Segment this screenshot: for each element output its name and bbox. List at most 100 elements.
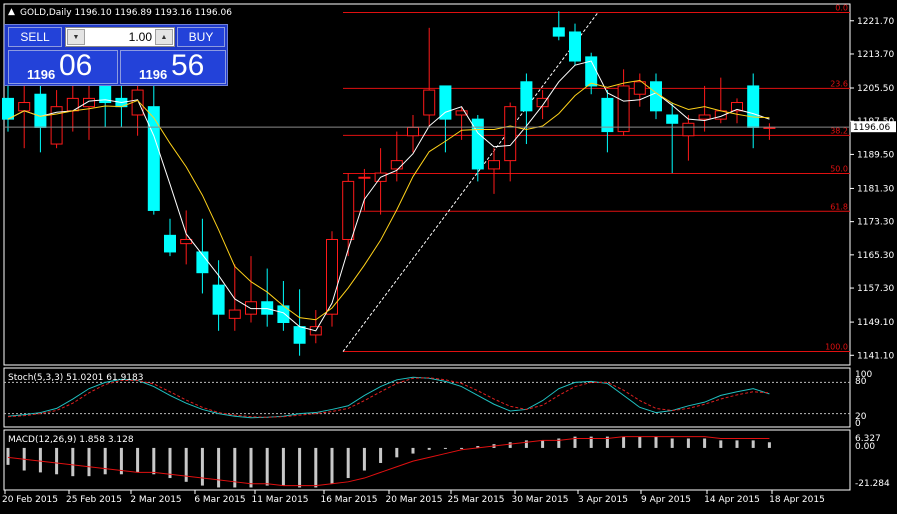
macd-bar (38, 447, 42, 473)
sell-button[interactable]: SELL (8, 27, 62, 47)
macd-bar (751, 440, 755, 448)
candle-body (180, 238, 193, 245)
candle-body (504, 106, 517, 162)
candle-body (633, 81, 646, 95)
candle-body (731, 102, 743, 112)
macd-bar (87, 447, 91, 477)
price-label: 1189.50 (857, 150, 894, 160)
stoch-scale-80: 80 (855, 377, 867, 387)
candle-body (601, 97, 614, 133)
buy-price-pips: 56 (171, 49, 205, 82)
candle-body (342, 180, 355, 240)
macd-bar (281, 447, 285, 486)
macd-bar (152, 447, 156, 475)
date-label: 11 Mar 2015 (251, 495, 308, 505)
sell-price-pips: 06 (59, 49, 93, 82)
candle-body (439, 85, 452, 120)
fib-level-label: 0.0 (835, 3, 848, 12)
macd-bar (524, 440, 528, 448)
macd-bar (427, 447, 431, 450)
date-label: 25 Mar 2015 (447, 495, 504, 505)
macd-bar (622, 436, 626, 448)
ma-fast-line (7, 60, 770, 332)
lot-size-input[interactable] (88, 29, 152, 45)
candle-body (569, 31, 581, 62)
buy-button[interactable]: BUY (177, 27, 225, 47)
ma-slow-line (7, 79, 770, 321)
candle-body (50, 106, 63, 145)
macd-signal-line (7, 436, 770, 487)
date-label: 9 Apr 2015 (641, 495, 691, 505)
candle-body (423, 89, 436, 116)
macd-scale-min: -21.284 (855, 479, 890, 489)
fibonacci-retracement[interactable]: 0.0 23.6 38.2 50.0 61.8 100.0 (343, 3, 850, 353)
price-label: 1173.30 (857, 218, 894, 228)
macd-bar (654, 436, 658, 448)
candle-body (552, 27, 565, 37)
macd-bar (686, 438, 690, 448)
candle-body (666, 114, 679, 124)
fib-level-label: 100.0 (825, 343, 848, 352)
date-label: 6 Mar 2015 (194, 495, 245, 505)
stochastic-lines (4, 376, 850, 419)
macd-bar (330, 447, 334, 484)
macd-bar (71, 447, 75, 477)
candle-body (147, 106, 160, 211)
macd-bar (719, 440, 723, 448)
fib-diagonal-line (342, 12, 599, 352)
one-click-trading-panel: SELL ▼ ▲ BUY 1196 06 1196 56 (4, 24, 228, 86)
candle-body (245, 301, 257, 315)
lot-size-control: ▼ ▲ (65, 27, 175, 47)
macd-bar (314, 447, 318, 488)
date-label: 20 Feb 2015 (2, 495, 58, 505)
macd-bar (265, 447, 269, 486)
date-label: 20 Mar 2015 (385, 495, 442, 505)
macd-bar (395, 447, 399, 458)
buy-price-box[interactable]: 1196 56 (120, 49, 226, 84)
current-price-label: 1196.06 (853, 123, 890, 133)
macd-frame (3, 429, 851, 491)
macd-bar (346, 447, 350, 479)
chevron-up-icon[interactable]: ▲ (155, 29, 173, 45)
fib-level-label: 23.6 (830, 79, 848, 88)
date-label: 18 Apr 2015 (769, 495, 825, 505)
current-price-tag (851, 121, 896, 133)
macd-bar (557, 438, 561, 448)
macd-bar (703, 438, 707, 448)
symbol-info: GOLD,Daily 1196.10 1196.89 1193.16 1196.… (20, 8, 232, 18)
chart-triangle-icon: ▲ (8, 7, 15, 17)
candle-body (407, 126, 419, 137)
macd-bar (298, 447, 302, 488)
macd-bar (136, 447, 140, 473)
stoch-scale-0: 0 (855, 419, 861, 429)
price-label: 1149.10 (857, 318, 894, 328)
chevron-down-icon[interactable]: ▼ (67, 29, 85, 45)
price-label: 1205.50 (857, 84, 894, 94)
candle-body (131, 89, 144, 116)
stoch-scale-100: 100 (855, 370, 872, 380)
stoch-label: Stoch(5,3,3) 51.0201 61.9183 (8, 373, 143, 383)
candle-body (326, 238, 338, 315)
macd-label: MACD(12,26,9) 1.858 3.128 (8, 435, 134, 445)
stoch-d-line (7, 377, 770, 418)
candle-body (212, 284, 225, 315)
price-label: 1141.10 (857, 351, 894, 361)
price-label: 1165.30 (857, 251, 894, 261)
date-label: 30 Mar 2015 (511, 495, 568, 505)
macd-scale-max: 6.327 (855, 434, 881, 444)
macd-bar (168, 447, 172, 479)
moving-averages (7, 60, 770, 332)
candle-body (261, 301, 274, 315)
price-label: 1221.70 (857, 17, 894, 27)
macd-scale-zero: 0.00 (855, 442, 875, 452)
sell-price-box[interactable]: 1196 06 (8, 49, 118, 84)
date-label: 3 Apr 2015 (578, 495, 628, 505)
fib-trendline[interactable] (342, 12, 599, 352)
date-label: 2 Mar 2015 (130, 495, 181, 505)
macd-bar (573, 436, 577, 448)
macd-bar (605, 436, 609, 448)
macd-bar (184, 447, 188, 482)
macd-bar (119, 447, 123, 475)
